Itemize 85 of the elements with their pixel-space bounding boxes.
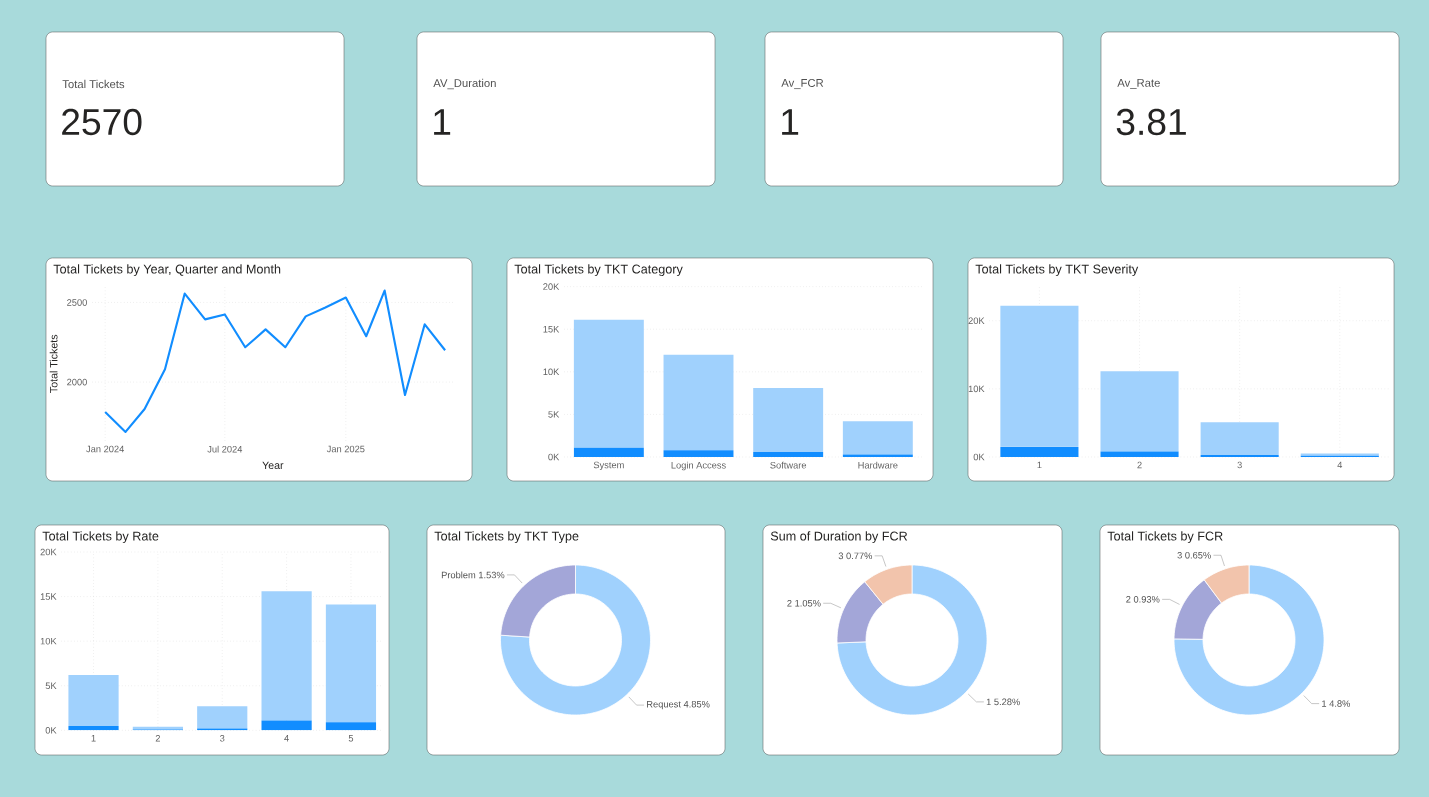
bar xyxy=(842,421,913,455)
chart-title: Total Tickets by Year, Quarter and Month xyxy=(53,264,281,277)
y-tick-label: 10K xyxy=(968,385,985,393)
x-axis-title: Year xyxy=(262,461,284,470)
x-tick-label: 3 xyxy=(220,735,225,742)
y-tick-label: 0K xyxy=(548,453,560,461)
data-label: 5.28% xyxy=(994,698,1020,706)
text: 3.81 xyxy=(1116,108,1186,136)
y-tick-label: 2500 xyxy=(67,299,87,306)
text: Av_Rate xyxy=(1117,78,1160,90)
x-tick-label: Login Access xyxy=(671,461,726,471)
slice-label: 2 xyxy=(1126,596,1131,603)
x-tick-label: 3 xyxy=(1237,461,1242,469)
text: 1 xyxy=(782,109,799,135)
x-tick-label: Hardware xyxy=(858,461,898,469)
y-tick-label: 10K xyxy=(40,637,57,645)
slice-label: 3 xyxy=(1177,551,1182,559)
bar xyxy=(753,388,824,452)
chart-title: Total Tickets by TKT Category xyxy=(514,264,683,277)
slice-label: 1 xyxy=(1322,700,1327,707)
data-label: 4.8% xyxy=(1329,700,1351,707)
slice-label: 1 xyxy=(986,698,991,706)
chart-title: Total Tickets by FCR xyxy=(1107,531,1223,544)
slice-label: 3 xyxy=(838,552,844,560)
x-tick-label: Jan 2024 xyxy=(86,445,124,453)
bar xyxy=(261,720,312,731)
slice-label: Request xyxy=(647,700,681,710)
y-tick-label: 2000 xyxy=(67,378,87,386)
data-label: 1.53% xyxy=(479,571,505,579)
bar xyxy=(1000,446,1079,457)
text: AV_Duration xyxy=(433,78,496,90)
bar xyxy=(573,319,644,448)
bar xyxy=(197,706,248,729)
bar xyxy=(1000,305,1079,447)
chart-title: Total Tickets by TKT Severity xyxy=(975,264,1139,277)
bar xyxy=(325,722,377,731)
text: 1 xyxy=(434,109,451,135)
y-tick-label: 20K xyxy=(40,548,57,556)
y-tick-label: 10K xyxy=(543,368,560,376)
bar xyxy=(1100,451,1179,457)
text: Total Tickets xyxy=(62,79,125,89)
bar xyxy=(1200,454,1279,457)
line-series xyxy=(104,289,447,433)
bar xyxy=(1100,371,1179,452)
y-tick-label: 0K xyxy=(45,727,57,734)
x-tick-label: Jan 2025 xyxy=(326,445,365,453)
bar xyxy=(573,447,644,457)
data-label: 4.85% xyxy=(683,700,710,708)
x-tick-label: 2 xyxy=(1137,461,1142,469)
slice-label: 2 xyxy=(787,599,792,607)
data-label: 1.05% xyxy=(795,599,821,607)
bar xyxy=(663,450,734,457)
slice-label: Problem xyxy=(441,571,476,579)
x-tick-label: Software xyxy=(770,461,807,469)
bar xyxy=(663,354,734,451)
y-tick-label: 5K xyxy=(45,682,57,689)
bar xyxy=(261,591,312,721)
x-tick-label: 1 xyxy=(91,735,96,742)
x-tick-label: 1 xyxy=(1037,461,1042,469)
x-tick-label: 4 xyxy=(284,735,289,742)
y-tick-label: 5K xyxy=(548,411,560,418)
y-tick-label: 0K xyxy=(973,453,985,461)
bar xyxy=(842,454,913,457)
x-tick-label: Jul 2024 xyxy=(207,445,243,453)
text: 2570 xyxy=(62,108,142,136)
chart-title: Sum of Duration by FCR xyxy=(770,531,908,544)
chart-title: Total Tickets by TKT Type xyxy=(434,531,579,544)
y-tick-label: 20K xyxy=(968,317,985,324)
data-label: 0.93% xyxy=(1133,596,1160,603)
bar xyxy=(1200,422,1279,455)
data-label: 0.65% xyxy=(1185,551,1211,559)
y-tick-label: 15K xyxy=(40,593,57,600)
text: Av_FCR xyxy=(781,78,824,90)
x-tick-label: 5 xyxy=(348,735,354,742)
bar xyxy=(68,675,119,726)
y-tick-label: 20K xyxy=(543,283,560,290)
data-label: 0.77% xyxy=(846,552,873,560)
bar xyxy=(325,604,377,723)
y-tick-label: 15K xyxy=(543,325,560,333)
y-axis-title: Total Tickets xyxy=(49,334,58,393)
chart-title: Total Tickets by Rate xyxy=(42,531,159,544)
x-tick-label: System xyxy=(593,461,624,471)
bar xyxy=(753,451,824,457)
x-tick-label: 4 xyxy=(1337,461,1343,469)
x-tick-label: 2 xyxy=(155,735,160,742)
